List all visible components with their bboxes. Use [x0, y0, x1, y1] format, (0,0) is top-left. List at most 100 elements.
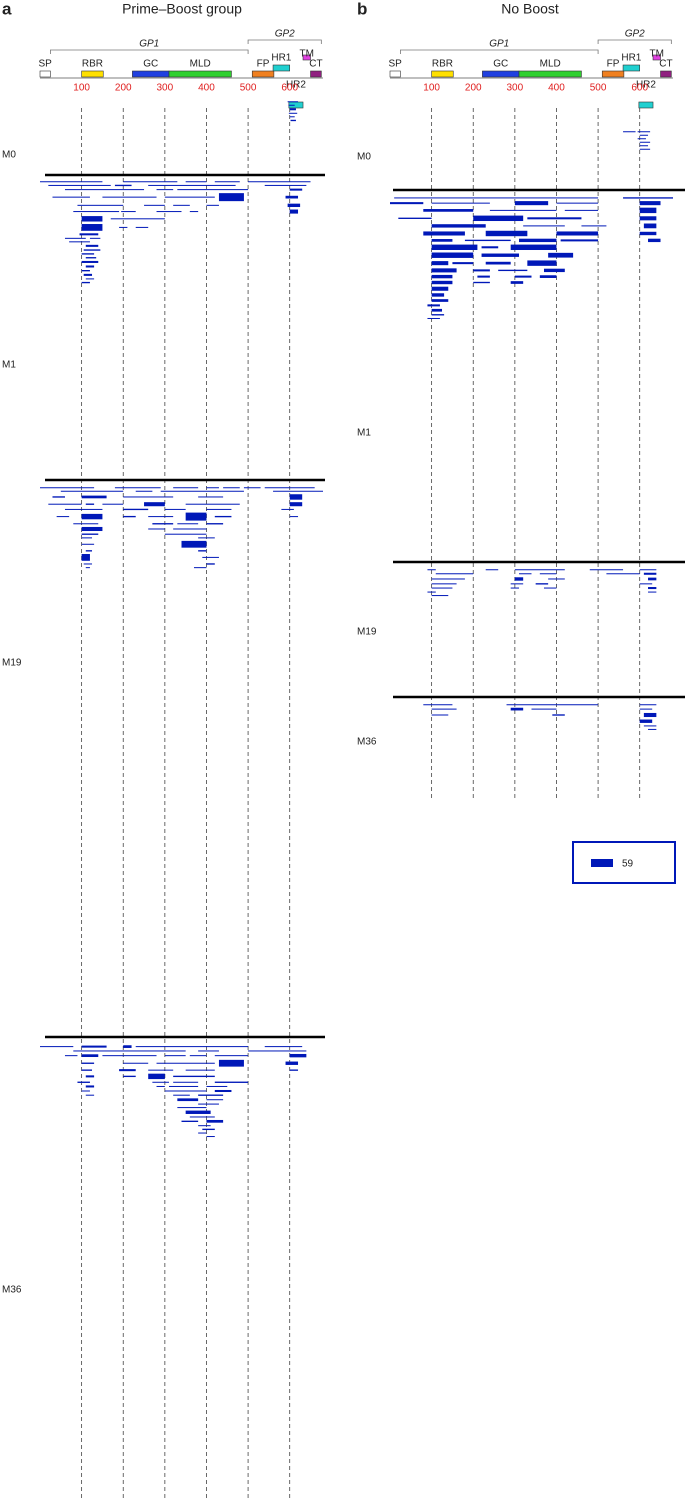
epitope-segment: [198, 537, 215, 539]
epitope-segment: [81, 260, 99, 263]
epitope-segment: [539, 573, 557, 575]
epitope-segment: [394, 197, 599, 199]
epitope-segment: [506, 704, 599, 706]
epitope-segment: [102, 1055, 157, 1057]
epitope-segment: [214, 1081, 249, 1083]
epitope-segment: [427, 304, 440, 307]
epitope-segment: [81, 1054, 99, 1058]
epitope-segment: [639, 704, 657, 706]
domain-box: [389, 70, 401, 78]
epitope-segment: [73, 1050, 186, 1052]
epitope-segment: [606, 573, 640, 575]
x-tick-label: 400: [198, 83, 215, 94]
epitope-segment: [135, 1046, 249, 1048]
epitope-segment: [289, 1053, 307, 1058]
region-bracket: [400, 49, 599, 54]
epitope-segment: [83, 249, 101, 251]
epitope-segment: [152, 523, 174, 525]
epitope-segment: [85, 278, 95, 280]
epitope-segment: [135, 226, 149, 228]
epitope-segment: [289, 188, 303, 191]
x-tick-label: 100: [423, 83, 440, 94]
epitope-segment: [123, 496, 174, 498]
x-tick-label: 500: [590, 83, 607, 94]
domain-box: [251, 70, 275, 78]
epitope-segment: [173, 1094, 190, 1096]
epitope-segment: [123, 181, 178, 183]
epitope-segment: [485, 230, 528, 237]
epitope-segment: [523, 225, 565, 227]
domain-box: [272, 64, 291, 72]
epitope-segment: [48, 503, 82, 505]
epitope-segment: [148, 528, 165, 530]
epitope-segment: [119, 1069, 136, 1072]
epitope-segment: [73, 211, 120, 213]
epitope-segment: [581, 225, 607, 227]
domain-label: GC: [493, 59, 508, 70]
epitope-segment: [639, 148, 651, 150]
epitope-segment: [148, 184, 236, 186]
epitope-segment: [85, 265, 95, 268]
epitope-segment: [289, 516, 299, 518]
epitope-segment: [639, 583, 653, 585]
epitope-segment: [643, 572, 657, 575]
epitope-segment: [639, 207, 657, 214]
epitope-segment: [85, 1075, 95, 1078]
epitope-segment: [156, 1062, 215, 1064]
epitope-segment: [173, 487, 199, 489]
domain-box: [310, 70, 322, 78]
epitope-segment: [519, 573, 532, 575]
epitope-segment: [81, 1069, 93, 1071]
epitope-segment: [81, 526, 103, 532]
epitope-segment: [288, 112, 298, 114]
epitope-segment: [248, 1050, 307, 1052]
epitope-segment: [431, 202, 490, 204]
region-label: GP1: [139, 39, 159, 50]
epitope-segment: [135, 490, 153, 492]
epitope-segment: [123, 508, 149, 511]
epitope-segment: [148, 1073, 165, 1080]
epitope-segment: [639, 145, 649, 147]
epitope-segment: [81, 1062, 95, 1064]
epitope-segment: [110, 218, 165, 220]
epitope-segment: [639, 569, 657, 571]
epitope-segment: [173, 1081, 199, 1083]
domain-box: [652, 54, 661, 61]
domain-box: [81, 70, 104, 78]
epitope-segment: [223, 487, 240, 489]
epitope-segment: [198, 496, 224, 498]
domain-label: RBR: [82, 59, 103, 70]
domain-label: MLD: [540, 59, 561, 70]
epitope-segment: [514, 569, 565, 571]
epitope-segment: [510, 583, 524, 585]
epitope-segment: [206, 508, 232, 510]
x-tick-label: 400: [548, 83, 565, 94]
epitope-segment: [40, 487, 95, 489]
epitope-segment: [81, 224, 103, 231]
epitope-segment: [206, 1099, 224, 1101]
epitope-segment: [198, 1103, 219, 1105]
epitope-segment: [102, 503, 124, 505]
epitope-segment: [519, 238, 557, 243]
x-tick-label: 500: [240, 83, 257, 94]
domain-label: CT: [309, 59, 322, 70]
epitope-segment: [510, 281, 524, 284]
epitope-segment: [193, 567, 207, 569]
epitope-segment: [639, 141, 651, 143]
domain-box: [622, 64, 641, 72]
epitope-segment: [637, 138, 646, 140]
epitope-segment: [85, 1094, 95, 1096]
domain-label: TM: [300, 49, 314, 60]
epitope-segment: [81, 513, 103, 520]
section-label: M1: [2, 360, 16, 371]
epitope-segment: [148, 516, 174, 518]
domain-label: HR2: [636, 80, 656, 91]
epitope-segment: [285, 195, 299, 199]
epitope-segment: [164, 508, 186, 510]
epitope-segment: [218, 193, 244, 202]
domain-label: FP: [257, 59, 270, 70]
epitope-segment: [431, 578, 465, 580]
epitope-segment: [639, 719, 653, 723]
epitope-segment: [423, 231, 465, 236]
epitope-segment: [185, 181, 207, 183]
